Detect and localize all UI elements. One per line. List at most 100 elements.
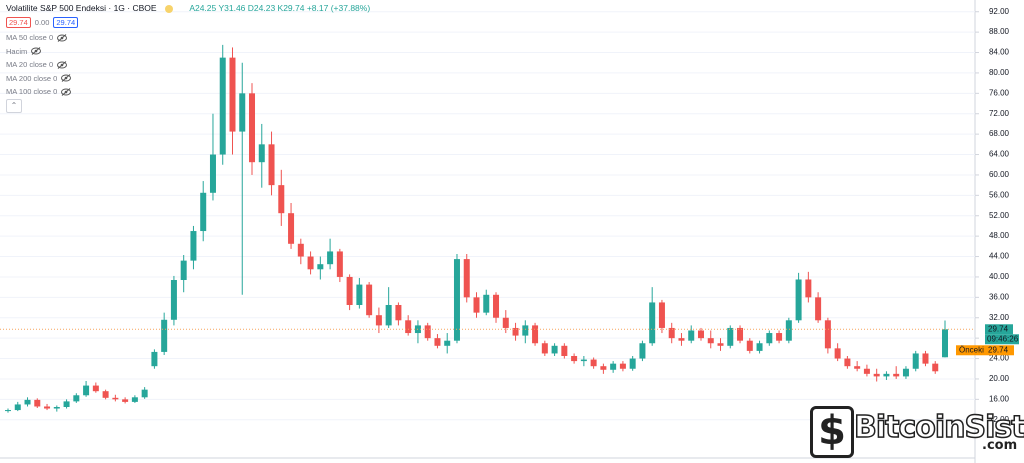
hide-icon[interactable] [57, 33, 68, 42]
y-tick-label: 48.00 [989, 231, 1010, 240]
candle-body [268, 144, 275, 186]
indicator[interactable]: MA 50 close 0 [6, 33, 68, 42]
y-tick-label: 80.00 [989, 68, 1010, 77]
y-tick-label: 32.00 [989, 313, 1010, 322]
candle-body [151, 351, 158, 367]
candle-body [737, 327, 744, 341]
candle-body [219, 57, 226, 155]
last-price-label: 29.74 [988, 324, 1009, 333]
candle-body [83, 385, 90, 396]
candle-body [102, 391, 109, 398]
candle-body [512, 327, 519, 336]
candle-body [190, 231, 197, 261]
candle-body [493, 294, 500, 318]
y-tick-label: 12.00 [989, 415, 1010, 424]
candle-body [629, 358, 636, 369]
candle-body [912, 353, 919, 369]
hide-icon[interactable] [61, 87, 72, 96]
hide-icon[interactable] [57, 60, 68, 69]
candle-body [327, 251, 334, 265]
candle-body [571, 355, 578, 362]
y-tick-label: 20.00 [989, 374, 1010, 383]
y-tick-label: 40.00 [989, 272, 1010, 281]
y-tick-label: 16.00 [989, 394, 1010, 403]
candle-body [336, 251, 343, 277]
candle-body [942, 329, 948, 358]
candle-body [24, 399, 31, 405]
candle-body [502, 317, 509, 328]
indicator[interactable]: MA 200 close 0 [6, 74, 72, 83]
candle-body [5, 410, 11, 412]
candle-body [180, 260, 187, 281]
candle-body [161, 319, 168, 352]
candle-body [727, 327, 734, 346]
candle-body [483, 294, 490, 313]
candle-body [668, 327, 675, 339]
indicator[interactable]: Hacim [6, 46, 42, 56]
candle-body [785, 320, 792, 341]
candle-body [824, 320, 831, 349]
candle-body [170, 280, 177, 320]
status-dot[interactable] [164, 4, 173, 13]
candle-body [366, 284, 373, 316]
candle-body [902, 368, 909, 377]
candle-body [346, 276, 353, 305]
candle-body [746, 340, 753, 351]
indicator-label: Hacim [6, 46, 28, 56]
candle-body [658, 302, 665, 328]
indicator[interactable]: MA 100 close 0 [6, 87, 72, 96]
candle-body [385, 304, 392, 326]
candle-body [209, 154, 216, 193]
plot-area [0, 0, 975, 458]
candle-body [317, 264, 324, 270]
candle-body [532, 325, 539, 344]
countdown-box [985, 334, 1019, 345]
candle-body [893, 373, 900, 377]
y-tick-label: 44.00 [989, 252, 1010, 261]
previous-label: Önceki [959, 345, 984, 354]
candle-body [678, 338, 685, 341]
previous-box [956, 345, 1014, 356]
header: Volatilite S&P 500 Endeksi · 1G · CBOE A… [6, 3, 370, 13]
candle-body [932, 363, 939, 372]
candle-body [92, 385, 99, 392]
candle-body [453, 259, 460, 341]
y-tick-label: 92.00 [989, 7, 1010, 16]
hide-icon[interactable] [61, 74, 72, 82]
candle-body [288, 213, 295, 244]
candle-body [873, 373, 880, 377]
candle-body [717, 343, 724, 346]
candle-body [44, 406, 51, 409]
candle-body [776, 333, 783, 341]
indicator-label: MA 50 close 0 [6, 33, 54, 42]
logo-icon: $ [810, 406, 854, 458]
y-tick-label: 76.00 [989, 88, 1010, 97]
candle-body [639, 343, 646, 359]
last-price-box [985, 324, 1013, 335]
candle-body [73, 395, 80, 402]
hide-icon[interactable] [31, 47, 42, 55]
candle-body [795, 279, 802, 321]
candle-body [815, 297, 822, 321]
indicator-row: 29.74 0.00 29.74 [6, 17, 79, 28]
indicator-label: MA 20 close 0 [6, 60, 54, 69]
candle-body [131, 397, 138, 402]
candle-body [610, 363, 617, 370]
logo-suffix: .com [982, 438, 1018, 453]
previous-price: 29.74 [988, 345, 1009, 354]
candle-body [697, 330, 704, 339]
candle-body [805, 279, 812, 298]
y-tick-label: 24.00 [989, 354, 1010, 363]
indicator-label: MA 100 close 0 [6, 87, 58, 96]
candle-body [141, 389, 148, 398]
value: 0.00 [34, 18, 50, 27]
candle-body [424, 325, 431, 339]
symbol-title[interactable]: Volatilite S&P 500 Endeksi · 1G · CBOE [6, 3, 157, 13]
indicator[interactable]: MA 20 close 0 [6, 60, 68, 69]
candle-body [766, 333, 773, 344]
candle-body [854, 366, 861, 369]
candle-body [844, 358, 851, 367]
candle-body [541, 343, 548, 354]
candle-body [444, 340, 451, 346]
collapse-button[interactable]: ⌃ [6, 99, 22, 113]
